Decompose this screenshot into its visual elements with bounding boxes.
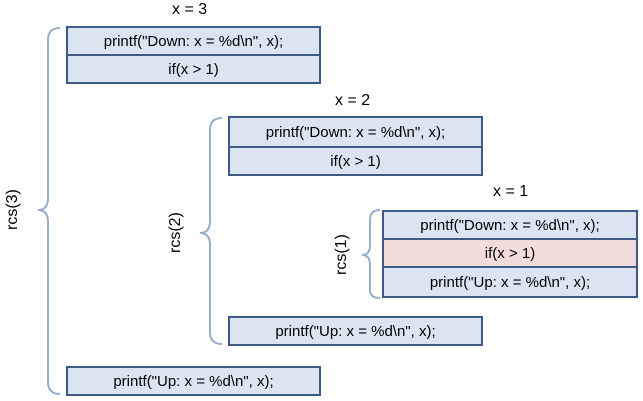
stmt-up-rcs3: printf("Up: x = %d\n", x); — [66, 366, 321, 396]
stmt-down-rcs3: printf("Down: x = %d\n", x); — [66, 26, 321, 56]
stmt-down-rcs2: printf("Down: x = %d\n", x); — [228, 116, 483, 148]
call-label-rcs1: rcs(1) — [333, 234, 350, 275]
brace-rcs1 — [361, 209, 381, 299]
x-label-rcs1: x = 1 — [493, 183, 529, 200]
call-label-rcs3: rcs(3) — [4, 189, 21, 230]
stmt-if-rcs2: if(x > 1) — [228, 146, 483, 176]
stmt-if-rcs1: if(x > 1) — [382, 238, 638, 268]
brace-rcs3 — [37, 27, 61, 395]
x-label-rcs3: x = 3 — [172, 1, 208, 18]
x-label-rcs2: x = 2 — [335, 92, 371, 109]
stmt-up-rcs2: printf("Up: x = %d\n", x); — [228, 316, 483, 346]
brace-rcs2 — [199, 117, 223, 345]
stmt-up-rcs1: printf("Up: x = %d\n", x); — [382, 266, 638, 298]
stmt-if-rcs3: if(x > 1) — [66, 54, 321, 84]
call-label-rcs2: rcs(2) — [167, 212, 184, 253]
stmt-down-rcs1: printf("Down: x = %d\n", x); — [382, 210, 638, 240]
